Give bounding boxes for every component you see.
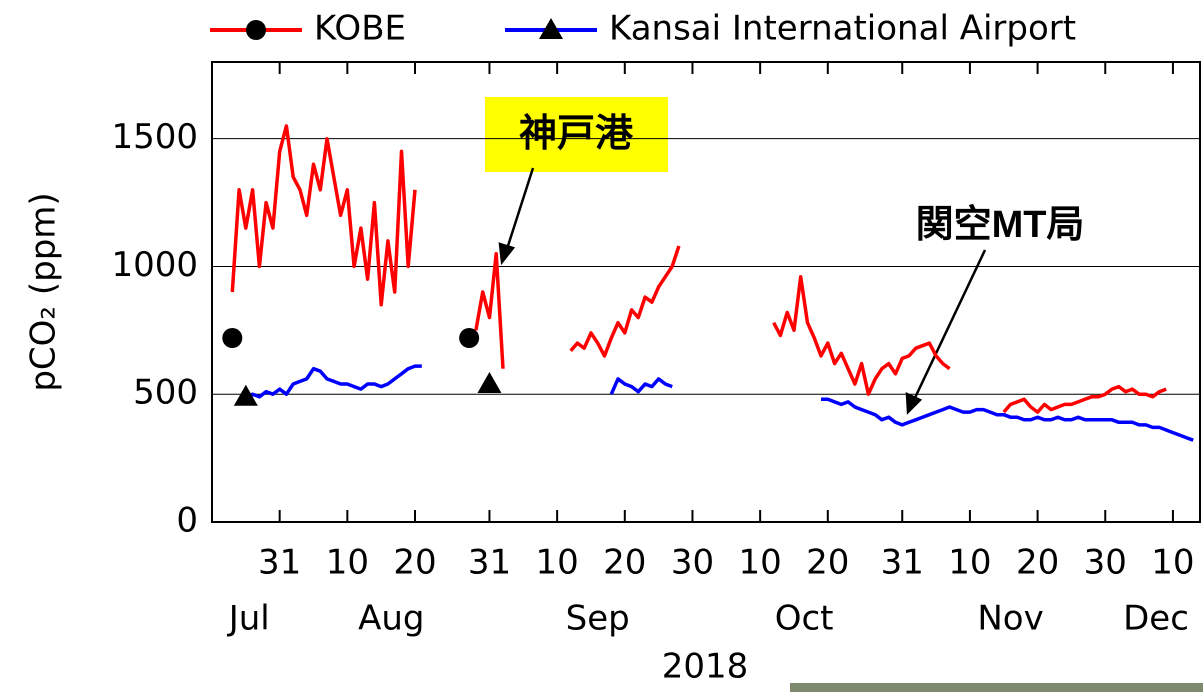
x-tick-label: 30 (671, 543, 714, 583)
month-label: Dec (1123, 599, 1189, 639)
month-label: Aug (358, 599, 424, 639)
month-label: Sep (566, 599, 630, 639)
series-line (244, 364, 1194, 442)
x-tick-label: 31 (258, 543, 301, 583)
annotation: 関空MT局 (916, 204, 1085, 246)
marker (477, 372, 502, 393)
x-tick-label: 31 (468, 543, 511, 583)
x-tick-label: 30 (1084, 543, 1127, 583)
marker (233, 384, 258, 406)
x-tick-label: 20 (603, 543, 646, 583)
marker (539, 18, 563, 39)
month-label: Oct (775, 599, 834, 639)
y-tick-label: 0 (176, 501, 198, 541)
photo-edge (790, 683, 1203, 692)
month-label: Jul (227, 599, 270, 639)
marker (459, 328, 480, 348)
x-axis-label: 2018 (662, 647, 749, 687)
month-label: Nov (977, 599, 1043, 639)
marker (222, 328, 243, 348)
annotation-arrows (498, 167, 987, 415)
x-tick-label: 10 (326, 543, 369, 583)
y-tick-label: 1000 (111, 245, 198, 285)
annotation-box (485, 97, 668, 172)
x-tick-label: 10 (948, 543, 991, 583)
y-tick-label: 1500 (111, 117, 198, 157)
legend-label: KOBE (314, 9, 406, 49)
y-tick-label: 500 (133, 373, 198, 413)
x-tick-label: 20 (393, 543, 436, 583)
annotation: 神戸港 (519, 113, 634, 155)
plot-frame (211, 61, 1201, 523)
y-axis-label: pCO₂ (ppm) (24, 192, 64, 391)
x-tick-label: 20 (1016, 543, 1059, 583)
x-tick-label: 10 (1151, 543, 1194, 583)
x-tick-label: 10 (535, 543, 578, 583)
x-tick-label: 20 (806, 543, 849, 583)
x-tick-label: 31 (881, 543, 924, 583)
x-tick-label: 10 (739, 543, 782, 583)
legend-label: Kansai International Airport (609, 9, 1076, 49)
marker (246, 20, 266, 40)
series-line (230, 124, 1167, 414)
